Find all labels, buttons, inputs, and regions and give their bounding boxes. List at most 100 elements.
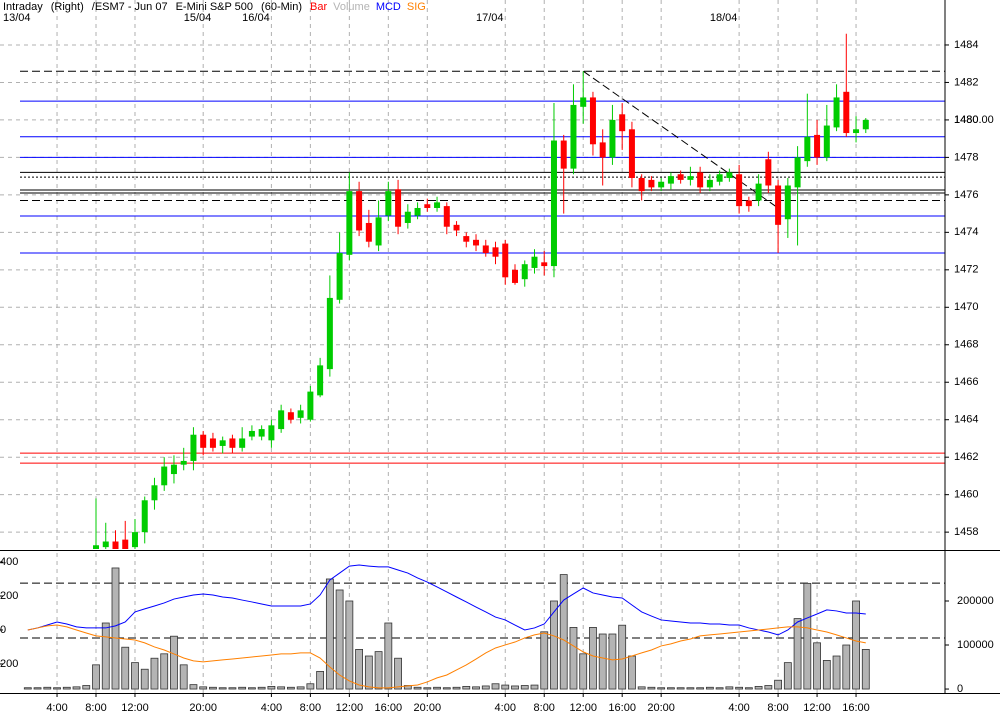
legend-entry: Volume	[333, 1, 370, 13]
volume-bar	[676, 687, 685, 690]
legend-entry: SIG	[407, 1, 426, 13]
indicator-line	[27, 564, 866, 636]
volume-bar	[598, 633, 607, 690]
candle-body	[307, 391, 314, 420]
candle-body	[628, 129, 635, 179]
candle-body	[541, 262, 548, 267]
x-tick-label: 12:00	[121, 702, 149, 714]
y-tick-label: 200	[0, 658, 18, 670]
candle-body	[687, 176, 694, 180]
x-tick-label: 16:00	[842, 702, 870, 714]
date-label: 15/04	[184, 12, 212, 24]
candle-body	[404, 211, 411, 223]
candle-body	[131, 532, 138, 548]
date-label: 18/04	[710, 12, 738, 24]
volume-bar	[179, 664, 188, 690]
volume-bar	[286, 686, 295, 690]
y-tick-label: 1468	[954, 339, 978, 351]
volume-bar	[813, 642, 821, 690]
volume-bar	[686, 687, 695, 690]
volume-bar	[832, 655, 841, 690]
candle-body	[122, 539, 129, 549]
candle-body	[200, 434, 207, 448]
candle-body	[531, 256, 538, 268]
x-tick-label: 8:00	[767, 702, 788, 714]
candle-body	[229, 438, 236, 448]
grid-layer	[0, 0, 945, 693]
x-tick-label: 20:00	[647, 702, 675, 714]
header: Intraday (Right) /ESM7 - Jun 07 E-Mini S&P …	[3, 1, 426, 13]
volume-bar	[861, 649, 870, 690]
volume-bar	[189, 684, 198, 690]
candle-body	[638, 178, 645, 192]
candle-body	[648, 179, 655, 188]
volume-bar	[267, 685, 276, 690]
candle-body	[521, 264, 528, 280]
candle-body	[161, 466, 168, 486]
volume-bar	[852, 600, 860, 690]
volume-bar	[501, 684, 510, 690]
start-date: 13/04	[3, 12, 31, 24]
indicator-panel	[20, 564, 945, 690]
candle-body	[677, 174, 684, 180]
candle-body	[453, 224, 460, 231]
candle-body	[736, 174, 743, 207]
candle-body	[833, 97, 840, 128]
volume-bar	[101, 622, 110, 690]
candle-body	[716, 174, 723, 182]
volume-bar	[764, 685, 773, 690]
candle-body	[560, 140, 567, 169]
candle-body	[239, 438, 246, 448]
volume-bar	[228, 687, 237, 690]
x-tick-label: 16:00	[608, 702, 636, 714]
candle-body	[619, 114, 626, 132]
volume-bar	[296, 686, 305, 690]
volume-bar	[413, 686, 422, 690]
volume-bar	[150, 657, 159, 690]
volume-bar	[423, 687, 432, 690]
x-tick-label: 8:00	[300, 702, 321, 714]
price-panel	[20, 33, 945, 549]
legend-entry: Bar	[310, 1, 327, 13]
y-tick-label: 1478	[954, 151, 978, 163]
candle-body	[93, 545, 100, 549]
candle-body	[219, 440, 226, 446]
candle-body	[550, 140, 557, 267]
volume-bar	[715, 687, 724, 690]
candle-body	[112, 541, 119, 549]
volume-bar	[316, 671, 325, 690]
y-tick-label: 1460	[954, 489, 978, 501]
candle-body	[570, 104, 577, 169]
x-tick-label: 8:00	[534, 702, 555, 714]
volume-bar	[238, 686, 247, 690]
x-tick-label: 20:00	[189, 702, 217, 714]
volume-bar	[43, 686, 52, 690]
y-tick-label: 1462	[954, 451, 978, 463]
x-tick-label: 16:00	[375, 702, 403, 714]
candle-body	[482, 245, 489, 253]
candle-body	[726, 172, 733, 179]
candle-body	[814, 134, 821, 158]
volume-bar	[735, 686, 744, 690]
volume-bar	[82, 685, 91, 690]
volume-bar	[608, 633, 617, 690]
volume-bar	[491, 683, 500, 690]
candle-body	[297, 410, 304, 418]
volume-bar	[335, 589, 344, 690]
candle-body	[473, 239, 480, 246]
volume-bar	[696, 687, 705, 690]
legend-entry: MCD	[376, 1, 401, 13]
volume-bar	[637, 686, 646, 690]
volume-bar	[744, 687, 753, 690]
volume-bar	[62, 686, 71, 690]
candle-body	[862, 119, 869, 130]
x-tick-label: 12:00	[803, 702, 831, 714]
volume-bar	[121, 646, 130, 690]
volume-bar	[628, 655, 636, 690]
x-tick-label: 8:00	[85, 702, 106, 714]
candle-body	[843, 91, 850, 134]
candle-body	[385, 191, 392, 216]
candle-body	[589, 97, 596, 145]
candle-body	[599, 142, 606, 158]
